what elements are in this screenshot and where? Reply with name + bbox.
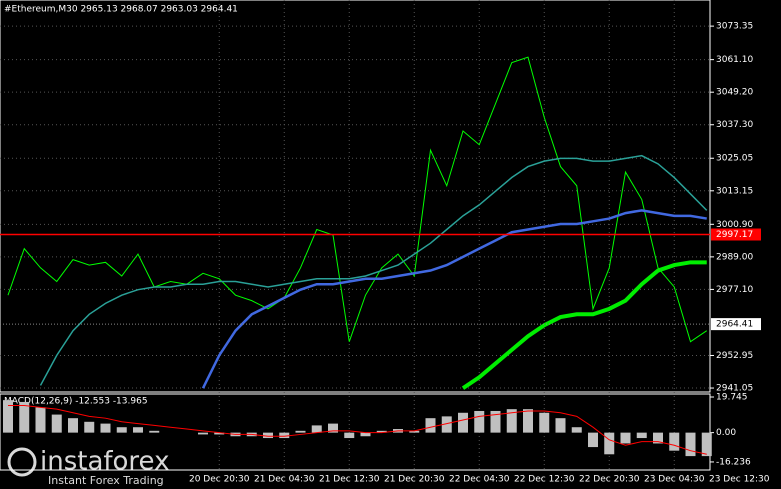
- macd-bar: [263, 432, 273, 439]
- macd-bar: [539, 412, 550, 433]
- x-tick-label: 21 Dec 12:30: [319, 475, 380, 485]
- x-tick-label: 20 Dec 20:30: [189, 475, 250, 485]
- last-price-label: 2964.41: [716, 320, 753, 330]
- y-tick-label: 2941.05: [716, 384, 753, 394]
- macd-bar: [311, 425, 322, 433]
- macd-bar: [68, 418, 78, 433]
- y-tick-label: 3013.15: [716, 186, 753, 196]
- price-line: [7, 56, 708, 343]
- macd-bar: [458, 412, 468, 433]
- macd-bar: [474, 410, 485, 433]
- price-line: [39, 154, 708, 386]
- y-tick-label: 2952.95: [716, 351, 753, 361]
- macd-bar: [116, 427, 127, 433]
- y-tick-label: 3000.90: [716, 220, 753, 230]
- macd-bar: [669, 432, 680, 451]
- x-tick-label: 22 Dec 12:30: [514, 475, 575, 485]
- macd-bar: [360, 432, 371, 437]
- x-tick-label: 21 Dec 04:30: [254, 475, 315, 485]
- chart-title: #Ethereum,M30 2965.13 2968.07 2963.03 29…: [4, 5, 238, 15]
- macd-bar: [490, 410, 501, 433]
- x-tick-label: 23 Dec 04:30: [644, 475, 705, 485]
- macd-bar: [506, 409, 517, 433]
- macd-bar: [571, 427, 582, 433]
- price-line: [201, 209, 707, 389]
- macd-title: MACD(12,26,9) -12.553 -13.965: [4, 397, 148, 407]
- y-tick-label: -16.236: [716, 457, 751, 467]
- y-tick-label: 3049.20: [716, 88, 753, 98]
- watermark-brand: instaforex: [40, 447, 169, 477]
- y-tick-label: 2989.00: [716, 252, 753, 262]
- macd-bar: [214, 432, 225, 435]
- macd-bar: [328, 423, 338, 433]
- x-tick-label: 21 Dec 20:30: [384, 475, 445, 485]
- macd-bar: [376, 430, 387, 433]
- level-label: 2997.17: [716, 230, 753, 240]
- macd-bar: [588, 432, 598, 448]
- macd-bar: [425, 418, 436, 433]
- watermark-tagline: Instant Forex Trading: [48, 474, 164, 487]
- macd-frame: [0, 393, 711, 471]
- x-tick-label: 22 Dec 04:30: [449, 475, 510, 485]
- signal-line: [8, 405, 707, 455]
- macd-bar: [35, 407, 46, 433]
- level-label-box: [711, 228, 761, 241]
- watermark: instaforex Instant Forex Trading: [7, 447, 169, 487]
- macd-bar: [51, 414, 62, 433]
- macd-bar: [701, 432, 712, 457]
- macd-bar: [133, 427, 143, 433]
- macd-bar: [100, 423, 111, 433]
- y-tick-label: 3037.30: [716, 120, 753, 130]
- y-tick-label: 0.00: [716, 428, 736, 438]
- price-line: [461, 260, 707, 390]
- price-frame: [0, 0, 711, 393]
- macd-bar: [441, 416, 452, 433]
- watermark-logo: [7, 447, 37, 477]
- macd-bar: [3, 400, 13, 433]
- macd-bar: [409, 430, 420, 433]
- x-tick-label: 22 Dec 20:30: [579, 475, 640, 485]
- last-price-box: [711, 318, 761, 331]
- macd-bar: [149, 430, 160, 433]
- y-tick-label: 3073.35: [716, 22, 753, 32]
- macd-bar: [653, 432, 663, 444]
- y-tick-label: 3061.10: [716, 55, 753, 65]
- macd-bar: [555, 418, 566, 433]
- x-tick-label: 23 Dec 12:30: [709, 475, 770, 485]
- macd-bar: [636, 432, 647, 439]
- macd-bar: [279, 432, 290, 439]
- y-tick-label: 3025.05: [716, 154, 753, 164]
- y-tick-label: 2977.10: [716, 285, 753, 295]
- macd-bar: [523, 409, 533, 433]
- macd-bar: [295, 430, 306, 433]
- macd-bar: [620, 432, 631, 444]
- macd-bar: [344, 432, 355, 439]
- macd-bar: [19, 401, 30, 433]
- y-tick-label: 19.745: [716, 392, 748, 402]
- macd-bar: [604, 432, 615, 455]
- macd-bar: [84, 421, 95, 433]
- macd-bar: [198, 432, 208, 435]
- macd-bar: [685, 432, 696, 457]
